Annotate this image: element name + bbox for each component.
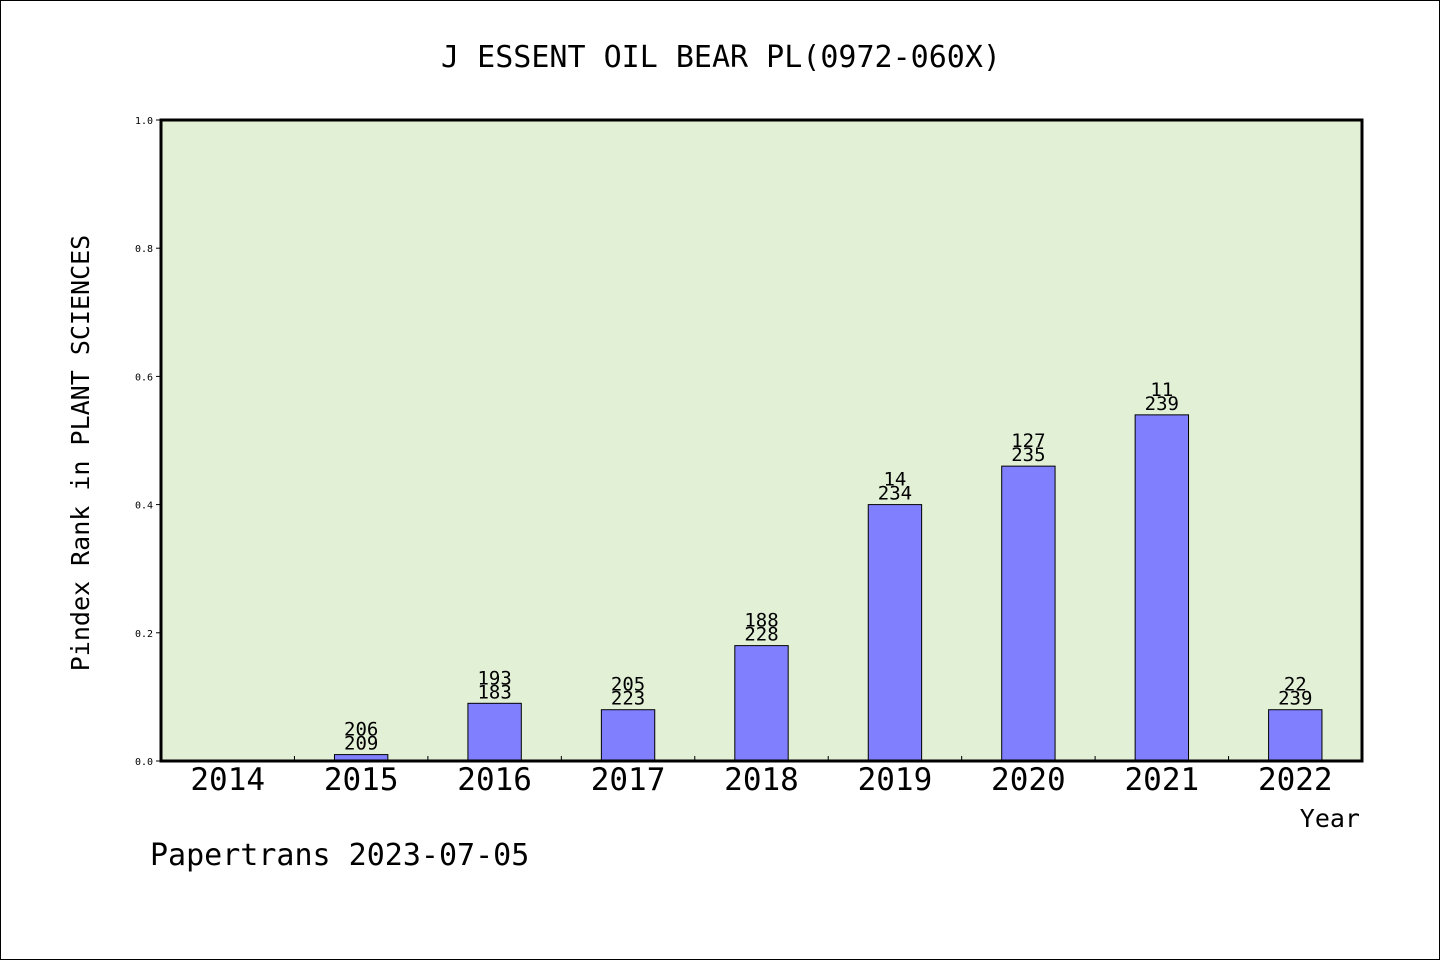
x-tick-label-2017: 2017 <box>591 762 666 798</box>
bar-total-label-2018: 228 <box>744 624 778 646</box>
bar-2016 <box>467 702 522 762</box>
bar-2022 <box>1268 709 1323 762</box>
bar-total-label-2020: 235 <box>1011 444 1045 466</box>
bar-rank-label-2018: 188 <box>744 610 778 632</box>
plot-border <box>159 118 1364 763</box>
x-axis-label: Year <box>1300 804 1360 833</box>
bar-rank-label-2017: 205 <box>611 674 645 696</box>
bar-2019 <box>867 504 923 762</box>
y-tick-label: 0.8 <box>135 244 153 255</box>
y-tick-label: 0.4 <box>135 501 153 512</box>
bar-rank-label-2015: 206 <box>344 719 378 741</box>
x-tick-label-2019: 2019 <box>858 762 933 798</box>
bar-total-label-2017: 223 <box>611 688 645 710</box>
x-tick-label-2016: 2016 <box>457 762 532 798</box>
x-tick-label-2018: 2018 <box>724 762 799 798</box>
x-tick-label-2021: 2021 <box>1125 762 1200 798</box>
x-tick-label-2020: 2020 <box>991 762 1066 798</box>
bar-2017 <box>600 709 656 762</box>
footer-credit: Papertrans 2023-07-05 <box>150 838 529 873</box>
x-tick-label-2015: 2015 <box>324 762 399 798</box>
bar-2020 <box>1001 465 1056 762</box>
bar-rank-label-2019: 14 <box>883 469 906 491</box>
x-ticks-group: 2014 2015 2016 2017 2018 2019 2020 2021 2022 <box>190 756 1333 798</box>
bar-2021 <box>1134 414 1190 762</box>
bar-rank-label-2020: 127 <box>1011 430 1045 452</box>
y-tick-label: 0.0 <box>135 757 153 768</box>
y-ticks-group: 0.0 0.2 0.4 0.6 0.8 1.0 <box>135 116 161 768</box>
bar-total-label-2021: 239 <box>1145 393 1179 415</box>
bar-total-label-2015: 209 <box>344 733 378 755</box>
bar-2018 <box>734 645 789 762</box>
x-tick-label-2014: 2014 <box>190 762 265 798</box>
bar-total-label-2019: 234 <box>878 483 912 505</box>
bars-group <box>333 414 1323 762</box>
bar-total-label-2016: 183 <box>477 681 511 703</box>
bar-rank-label-2021: 11 <box>1150 379 1173 401</box>
bar-rank-label-2016: 193 <box>477 667 511 689</box>
y-axis-label: Pindex Rank in PLANT SCIENCES <box>66 235 95 672</box>
chart-title: J ESSENT OIL BEAR PL(0972-060X) <box>441 40 1001 75</box>
y-tick-label: 0.2 <box>135 629 153 640</box>
bar-rank-label-2022: 22 <box>1284 674 1307 696</box>
y-tick-label: 0.6 <box>135 372 153 383</box>
y-tick-label: 1.0 <box>135 116 153 127</box>
bar-total-label-2022: 239 <box>1278 688 1312 710</box>
x-tick-label-2022: 2022 <box>1258 762 1333 798</box>
